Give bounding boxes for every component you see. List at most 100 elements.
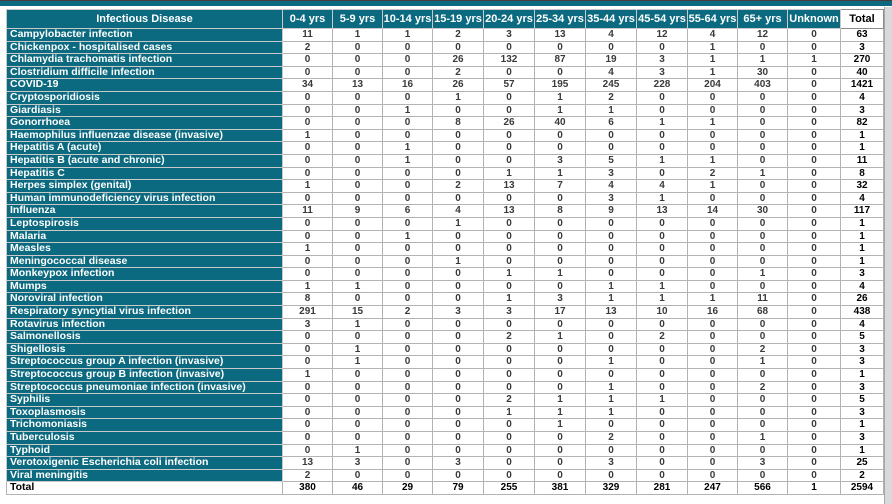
value-cell: 0 bbox=[483, 355, 535, 370]
value-cell: 0 bbox=[737, 116, 788, 130]
value-cell: 9 bbox=[585, 204, 637, 218]
value-cell: 0 bbox=[432, 166, 484, 181]
value-cell: 1 bbox=[282, 179, 333, 193]
disease-name-cell: Hepatitis B (acute and chronic) bbox=[6, 153, 283, 168]
value-cell: 0 bbox=[382, 216, 433, 231]
row-total-cell: 4 bbox=[840, 317, 884, 332]
total-row-label: Total bbox=[6, 481, 283, 495]
value-cell: 0 bbox=[483, 468, 535, 483]
value-cell: 0 bbox=[585, 216, 637, 231]
table-row: Meningococcal disease 0 0 0 1 0 0 0 0 0 0 0 1 bbox=[6, 254, 884, 269]
table-row: Gonorrhoea 0 0 0 8 26 40 6 1 1 0 0 82 bbox=[6, 116, 884, 130]
value-cell: 0 bbox=[787, 40, 841, 55]
value-cell: 0 bbox=[737, 468, 788, 483]
value-cell: 1 bbox=[534, 393, 586, 407]
value-cell: 0 bbox=[787, 90, 841, 105]
value-cell: 2 bbox=[432, 65, 484, 80]
value-cell: 0 bbox=[737, 128, 788, 143]
value-cell: 0 bbox=[585, 128, 637, 143]
value-cell: 0 bbox=[282, 90, 333, 105]
value-cell: 1 bbox=[636, 292, 688, 307]
value-cell: 0 bbox=[787, 279, 841, 294]
value-cell: 4 bbox=[687, 28, 738, 42]
value-cell: 0 bbox=[687, 393, 738, 407]
value-cell: 0 bbox=[787, 355, 841, 370]
disease-name-cell: Hepatitis A (acute) bbox=[6, 141, 283, 155]
table-row: Streptococcus group B infection (invasiv… bbox=[6, 368, 884, 382]
row-total-cell: 3 bbox=[840, 267, 884, 281]
table-row: Campylobacter infection 11 1 1 2 3 13 4 12 4 12 0 63 bbox=[6, 28, 884, 42]
table-row: Salmonellosis 0 0 0 0 2 1 0 2 0 0 0 5 bbox=[6, 330, 884, 344]
value-cell: 0 bbox=[585, 40, 637, 55]
value-cell: 0 bbox=[787, 456, 841, 470]
value-cell: 204 bbox=[687, 78, 738, 92]
value-cell: 0 bbox=[483, 431, 535, 445]
row-total-cell: 4 bbox=[840, 90, 884, 105]
value-cell: 0 bbox=[382, 317, 433, 332]
value-cell: 195 bbox=[534, 78, 586, 92]
scrollbar-track[interactable] bbox=[884, 7, 892, 504]
value-cell: 0 bbox=[687, 242, 738, 256]
value-cell: 0 bbox=[382, 342, 433, 357]
value-cell: 0 bbox=[534, 431, 586, 445]
value-cell: 19 bbox=[585, 53, 637, 67]
disease-name-cell: Salmonellosis bbox=[6, 330, 283, 344]
value-cell: 7 bbox=[534, 179, 586, 193]
value-cell: 0 bbox=[282, 141, 333, 155]
value-cell: 0 bbox=[787, 229, 841, 244]
value-cell: 0 bbox=[382, 40, 433, 55]
grand-total-cell: 2594 bbox=[840, 481, 884, 495]
disease-name-cell: Streptococcus pneumoniae infection (inva… bbox=[6, 380, 283, 395]
value-cell: 0 bbox=[534, 254, 586, 269]
value-cell: 3 bbox=[585, 166, 637, 181]
value-cell: 0 bbox=[534, 456, 586, 470]
column-header: 65+ yrs bbox=[737, 9, 788, 29]
row-total-cell: 3 bbox=[840, 342, 884, 357]
value-cell: 0 bbox=[787, 292, 841, 307]
value-cell: 0 bbox=[787, 418, 841, 432]
disease-name-cell: Campylobacter infection bbox=[6, 28, 283, 42]
value-cell: 1 bbox=[332, 28, 383, 42]
value-cell: 11 bbox=[282, 204, 333, 218]
value-cell: 1 bbox=[483, 405, 535, 420]
value-cell: 0 bbox=[787, 78, 841, 92]
value-cell: 0 bbox=[636, 317, 688, 332]
row-total-cell: 4 bbox=[840, 279, 884, 294]
value-cell: 0 bbox=[737, 40, 788, 55]
value-cell: 0 bbox=[432, 368, 484, 382]
table-row: Noroviral infection 8 0 0 0 1 3 1 1 1 11 0 26 bbox=[6, 292, 884, 307]
table-row: Malaria 0 0 1 0 0 0 0 0 0 0 0 1 bbox=[6, 229, 884, 244]
value-cell: 0 bbox=[585, 342, 637, 357]
value-cell: 0 bbox=[534, 380, 586, 395]
value-cell: 0 bbox=[332, 368, 383, 382]
value-cell: 0 bbox=[534, 443, 586, 458]
table-row: COVID-19 34 13 16 26 57 195 245 228 204 403 0 1421 bbox=[6, 78, 884, 92]
value-cell: 0 bbox=[282, 116, 333, 130]
value-cell: 1 bbox=[787, 53, 841, 67]
value-cell: 10 bbox=[636, 305, 688, 319]
disease-table-body: Campylobacter infection 11 1 1 2 3 13 4 12 4 12 0 63… bbox=[6, 28, 884, 483]
value-cell: 0 bbox=[737, 216, 788, 231]
value-cell: 0 bbox=[534, 279, 586, 294]
value-cell: 0 bbox=[534, 242, 586, 256]
table-row: Toxoplasmosis 0 0 0 0 1 1 1 0 0 0 0 3 bbox=[6, 405, 884, 420]
value-cell: 0 bbox=[787, 317, 841, 332]
value-cell: 0 bbox=[483, 443, 535, 458]
value-cell: 4 bbox=[432, 204, 484, 218]
table-row: Hepatitis B (acute and chronic) 0 0 1 0 0 3 5 1 1… bbox=[6, 153, 884, 168]
value-cell: 26 bbox=[432, 78, 484, 92]
row-total-cell: 1 bbox=[840, 242, 884, 256]
disease-name-cell: Syphilis bbox=[6, 393, 283, 407]
value-cell: 0 bbox=[636, 166, 688, 181]
value-cell: 0 bbox=[332, 191, 383, 206]
value-cell: 0 bbox=[687, 279, 738, 294]
value-cell: 0 bbox=[636, 254, 688, 269]
value-cell: 0 bbox=[432, 279, 484, 294]
value-cell: 26 bbox=[483, 116, 535, 130]
row-total-cell: 270 bbox=[840, 53, 884, 67]
value-cell: 0 bbox=[585, 368, 637, 382]
value-cell: 0 bbox=[636, 267, 688, 281]
value-cell: 30 bbox=[737, 204, 788, 218]
value-cell: 3 bbox=[483, 305, 535, 319]
